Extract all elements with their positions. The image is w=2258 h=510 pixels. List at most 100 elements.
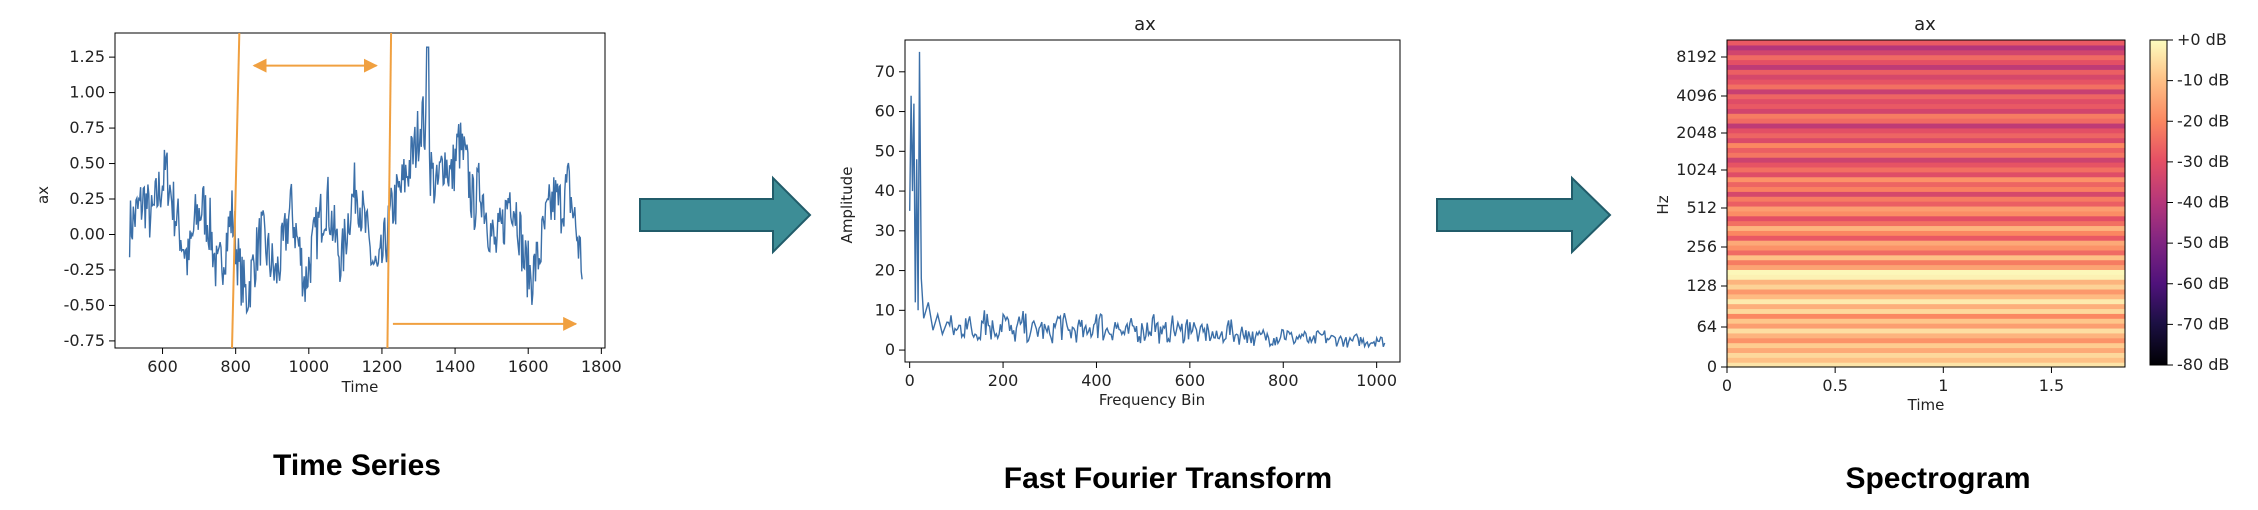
frequency-band [1727, 108, 2125, 114]
frequency-band [1727, 49, 2125, 56]
frequency-band [1727, 215, 2125, 222]
frequency-band [1727, 303, 2125, 310]
spectrogram-chart: ax 0 64 128 256 512 1024 2048 4096 8192 0 0.5 1 1.5… [1654, 14, 2229, 414]
caption-spectrogram: Spectrogram [1845, 462, 2030, 495]
frequency-band [1727, 230, 2125, 236]
plot-frame [904, 39, 1401, 363]
frequency-band [1727, 298, 2125, 305]
frequency-band [1727, 264, 2125, 270]
colorbar-tick-label: +0 dB [2177, 30, 2227, 49]
y-axis: 1.25 1.00 0.75 0.50 0.25 0.00 -0.25 -0.50 -0.75 [64, 47, 115, 350]
frequency-band [1727, 274, 2125, 280]
frequency-band [1727, 308, 2125, 314]
x-tick-label: 1.5 [2039, 376, 2064, 395]
x-axis: 600 800 1000 1200 1400 1600 1800 [147, 348, 622, 376]
colorbar-tick-label: -40 dB [2177, 193, 2229, 212]
x-tick-label: 800 [1268, 371, 1299, 390]
colorbar-ticks: +0 dB -10 dB -20 dB -30 dB -40 dB -50 dB -60 d… [2167, 30, 2229, 374]
frequency-band [1727, 279, 2125, 285]
frequency-band [1727, 118, 2125, 124]
y-tick-label: 8192 [1676, 47, 1717, 66]
frequency-band [1727, 44, 2125, 51]
x-axis: 0 200 400 600 800 1000 [905, 362, 1397, 390]
frequency-band [1727, 93, 2125, 100]
y-tick-label: 1.25 [69, 47, 105, 66]
frequency-band [1727, 79, 2125, 85]
x-tick-label: 1200 [362, 357, 403, 376]
colorbar-gradient [2149, 39, 2168, 366]
frequency-band [1727, 98, 2125, 105]
y-tick-label: 60 [875, 102, 895, 121]
y-tick-label: 0.50 [69, 154, 105, 173]
frequency-band [1727, 240, 2125, 246]
frequency-band [1727, 323, 2125, 329]
frequency-band [1727, 127, 2125, 134]
x-axis-label: Time [341, 378, 379, 396]
frequency-band [1727, 205, 2125, 212]
frequency-band [1727, 137, 2125, 144]
y-tick-label: 20 [875, 261, 895, 280]
frequency-band [1727, 352, 2125, 358]
x-tick-label: 0 [1722, 376, 1732, 395]
frequency-band [1727, 40, 2125, 46]
frequency-band [1727, 347, 2125, 353]
y-axis-label: Amplitude [838, 167, 856, 244]
frequency-band [1727, 132, 2125, 139]
frequency-band [1727, 162, 2125, 168]
signal-line [128, 46, 583, 315]
frequency-band [1727, 59, 2125, 65]
frequency-band [1727, 259, 2125, 266]
frequency-band [1727, 147, 2125, 153]
frequency-band [1727, 157, 2125, 163]
window-end-line [386, 32, 393, 349]
x-axis-label: Time [1907, 396, 1945, 414]
colorbar: +0 dB -10 dB -20 dB -30 dB -40 dB -50 dB -60 d… [2149, 30, 2229, 374]
frequency-band [1727, 284, 2125, 290]
frequency-band [1727, 122, 2125, 129]
x-tick-label: 1 [1938, 376, 1948, 395]
colorbar-tick-label: -50 dB [2177, 233, 2229, 252]
y-tick-label: 30 [875, 221, 895, 240]
x-tick-label: 800 [220, 357, 251, 376]
frequency-band [1727, 69, 2125, 75]
caption-time-series: Time Series [273, 449, 441, 482]
frequency-band [1727, 313, 2125, 319]
frequency-band [1727, 318, 2125, 324]
frequency-band [1727, 191, 2125, 197]
spectrogram-image [1727, 40, 2125, 368]
plot-frame [1726, 39, 2126, 368]
chart-title: ax [1134, 14, 1156, 35]
y-tick-label: 70 [875, 62, 895, 81]
frequency-band [1727, 54, 2125, 61]
x-tick-label: 1000 [1356, 371, 1397, 390]
y-tick-label: 4096 [1676, 86, 1717, 105]
plot-frame [114, 32, 606, 349]
y-tick-label: 256 [1686, 237, 1717, 256]
window-start-line [231, 32, 241, 349]
x-axis-label: Frequency Bin [1099, 391, 1205, 409]
caption-fft: Fast Fourier Transform [1004, 462, 1332, 495]
frequency-band [1727, 225, 2125, 231]
frequency-band [1727, 293, 2125, 300]
frequency-band [1727, 64, 2125, 70]
colorbar-tick-label: -70 dB [2177, 314, 2229, 333]
x-tick-label: 0.5 [1822, 376, 1847, 395]
y-tick-label: -0.75 [64, 331, 105, 350]
frequency-band [1727, 83, 2125, 90]
x-tick-label: 600 [147, 357, 178, 376]
frequency-band [1727, 332, 2125, 339]
y-axis: 0 64 128 256 512 1024 2048 4096 8192 [1676, 47, 1727, 376]
frequency-band [1727, 196, 2125, 202]
frequency-band [1727, 342, 2125, 349]
fft-chart: ax 0 10 20 30 40 50 60 70 0 200 400 600 800 1000 Fre… [838, 14, 1401, 409]
y-tick-label: 0.75 [69, 118, 105, 137]
frequency-band [1727, 103, 2125, 109]
y-axis-label: Hz [1654, 195, 1672, 214]
frequency-band [1727, 337, 2125, 344]
frequency-band [1727, 201, 2125, 207]
frequency-band [1727, 327, 2125, 334]
y-tick-label: 128 [1686, 276, 1717, 295]
y-tick-label: 2048 [1676, 123, 1717, 142]
x-tick-label: 1800 [581, 357, 622, 376]
